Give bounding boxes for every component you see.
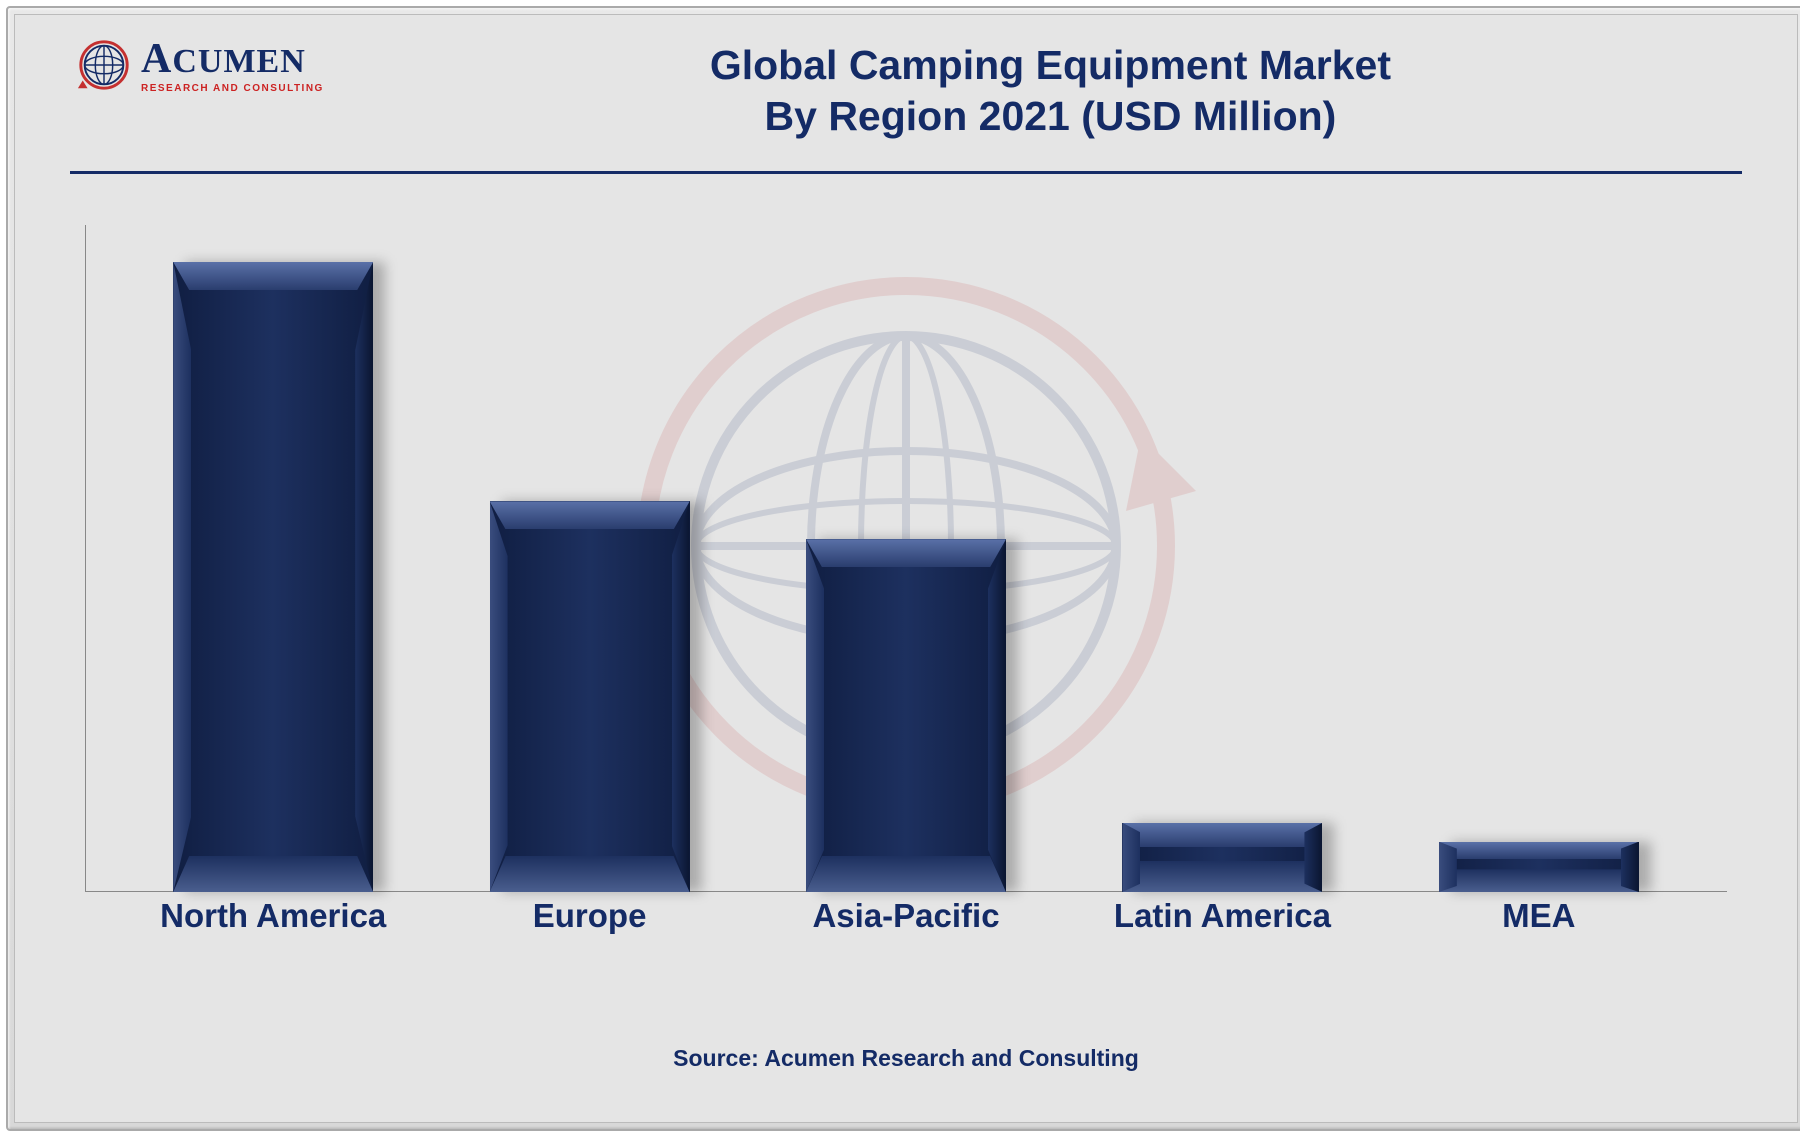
bar-slot bbox=[115, 245, 431, 892]
bar-core bbox=[1122, 823, 1322, 892]
bar-core bbox=[806, 539, 1006, 892]
y-axis bbox=[85, 225, 86, 892]
logo-tagline: RESEARCH AND CONSULTING bbox=[141, 83, 324, 94]
title-divider bbox=[70, 171, 1742, 174]
bar-slot bbox=[431, 245, 747, 892]
bars-container bbox=[115, 245, 1697, 892]
logo-brand: ACUMEN bbox=[141, 35, 324, 83]
title-line-1: Global Camping Equipment Market bbox=[364, 40, 1737, 91]
bar bbox=[1122, 823, 1322, 892]
bar bbox=[490, 501, 690, 892]
x-axis-labels: North AmericaEuropeAsia-PacificLatin Ame… bbox=[115, 897, 1697, 942]
outer-frame: ACUMEN RESEARCH AND CONSULTING Global Ca… bbox=[6, 6, 1800, 1131]
bar bbox=[806, 539, 1006, 892]
logo-first-letter: A bbox=[141, 36, 172, 82]
bar-slot bbox=[1381, 245, 1697, 892]
logo-globe-icon bbox=[75, 36, 133, 94]
source-citation: Source: Acumen Research and Consulting bbox=[15, 1045, 1797, 1072]
x-axis-label: Asia-Pacific bbox=[748, 897, 1064, 942]
x-axis-label: Europe bbox=[431, 897, 747, 942]
bar-slot bbox=[1064, 245, 1380, 892]
bar bbox=[173, 262, 373, 892]
chart-panel: ACUMEN RESEARCH AND CONSULTING Global Ca… bbox=[14, 14, 1798, 1123]
bar-slot bbox=[748, 245, 1064, 892]
logo: ACUMEN RESEARCH AND CONSULTING bbox=[75, 35, 324, 94]
bar-core bbox=[1439, 842, 1639, 892]
x-axis-label: Latin America bbox=[1064, 897, 1380, 942]
x-axis-label: North America bbox=[115, 897, 431, 942]
header: ACUMEN RESEARCH AND CONSULTING Global Ca… bbox=[15, 15, 1797, 153]
bar-core bbox=[173, 262, 373, 892]
bar-core bbox=[490, 501, 690, 892]
chart-area: North AmericaEuropeAsia-PacificLatin Ame… bbox=[85, 245, 1727, 942]
logo-text: ACUMEN RESEARCH AND CONSULTING bbox=[141, 35, 324, 94]
title-line-2: By Region 2021 (USD Million) bbox=[364, 91, 1737, 142]
x-axis-label: MEA bbox=[1381, 897, 1697, 942]
chart-title: Global Camping Equipment Market By Regio… bbox=[364, 35, 1737, 143]
logo-rest: CUMEN bbox=[172, 43, 305, 80]
bar bbox=[1439, 842, 1639, 892]
